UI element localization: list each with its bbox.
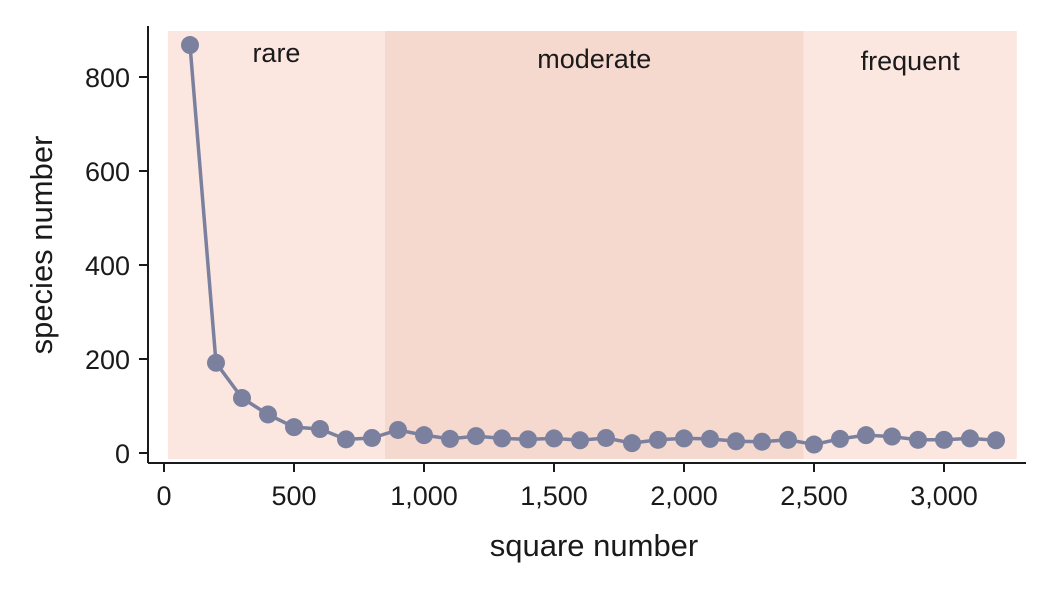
data-point [649,430,667,449]
data-point [883,427,901,446]
data-point [597,428,615,447]
y-tick-label: 600 [85,157,130,187]
data-point [857,426,875,445]
y-ticks: 0 200 400 600 800 [85,63,148,469]
x-tick-label: 2,500 [780,481,848,511]
data-point [623,434,641,453]
data-point [415,426,433,445]
data-point [259,405,277,424]
data-point [753,432,771,451]
data-point [675,429,693,448]
x-tick-label: 3,000 [910,481,978,511]
data-point [805,435,823,454]
region-band-rare [167,31,385,459]
data-point [311,420,329,439]
data-point [545,429,563,448]
region-labels: rare moderate frequent [252,38,960,76]
x-tick-label: 1,500 [520,481,588,511]
data-point [363,428,381,447]
y-tick-label: 200 [85,345,130,375]
data-point [493,429,511,448]
data-point [701,429,719,448]
region-label-frequent: frequent [861,46,961,76]
data-point [441,429,459,448]
x-ticks: 0 500 1,000 1,500 2,000 2,500 3,000 [156,463,978,511]
data-point [961,429,979,448]
data-point [519,430,537,449]
region-band-frequent [803,31,1017,459]
y-tick-label: 800 [85,63,130,93]
data-point [233,389,251,408]
x-tick-label: 0 [156,481,171,511]
y-axis-title: species number [24,136,59,355]
x-axis-title: square number [490,528,699,563]
data-point [207,353,225,372]
series-layer [181,36,1005,454]
data-point [831,429,849,448]
data-point [779,430,797,449]
region-label-moderate: moderate [537,44,651,74]
x-tick-label: 2,000 [650,481,718,511]
region-band-moderate [385,31,804,459]
region-bands [167,31,1017,459]
data-point [909,430,927,449]
data-point [935,430,953,449]
data-point [285,418,303,437]
data-point [571,431,589,450]
data-point [727,432,745,451]
x-tick-label: 1,000 [390,481,458,511]
data-point [337,430,355,449]
y-tick-label: 0 [115,439,130,469]
data-point [181,36,199,55]
x-tick-label: 500 [271,481,316,511]
data-point [467,427,485,446]
region-label-rare: rare [252,38,300,68]
data-point [389,420,407,439]
y-tick-label: 400 [85,251,130,281]
data-point [987,431,1005,450]
